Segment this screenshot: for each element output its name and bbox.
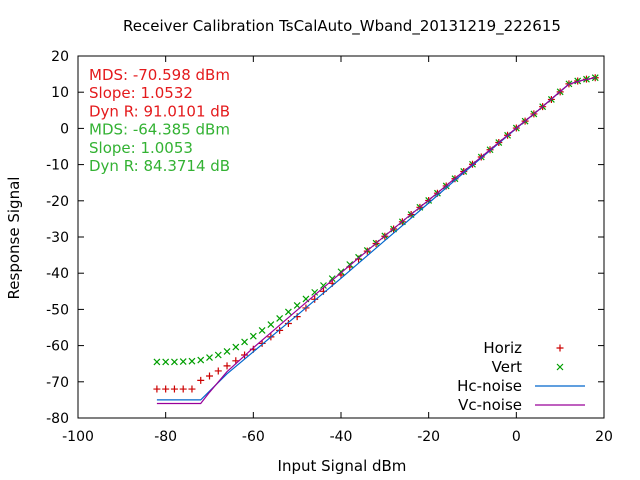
data-point-horiz [214, 367, 222, 375]
data-point-vert [179, 358, 187, 365]
y-tick-label: -40 [46, 266, 69, 282]
legend-label: Hc-noise [457, 377, 522, 395]
data-point-horiz [223, 362, 231, 370]
legend-label: Vc-noise [458, 396, 522, 414]
y-tick-label: -10 [46, 158, 69, 174]
annotation-text: Slope: 1.0532 [89, 84, 193, 102]
legend-marker [556, 363, 564, 371]
data-point-vert [188, 357, 196, 365]
series-layer [153, 74, 599, 405]
annotation-text: Slope: 1.0053 [89, 139, 193, 157]
x-tick-label: -100 [62, 429, 94, 445]
data-point-vert [232, 343, 240, 351]
data-point-vert [320, 282, 327, 289]
data-point-horiz [311, 295, 319, 303]
series-vc-noise [156, 77, 596, 405]
data-point-vert [276, 315, 284, 322]
y-tick-label: -30 [46, 230, 69, 246]
data-point-horiz [170, 385, 178, 393]
data-point-horiz [188, 385, 196, 393]
data-point-vert [267, 321, 275, 329]
data-point-horiz [258, 339, 266, 347]
series-line-vc-noise [156, 77, 596, 405]
data-point-vert [311, 288, 319, 296]
y-tick-label: 10 [51, 85, 69, 101]
data-point-vert [293, 301, 301, 309]
data-point-vert [214, 351, 222, 359]
legend-label: Vert [492, 358, 522, 376]
data-point-vert [249, 332, 257, 340]
data-point-horiz [153, 385, 161, 393]
x-tick-label: 20 [595, 429, 613, 445]
y-tick-label: -50 [46, 302, 69, 318]
y-axis-label: Response Signal [5, 177, 23, 300]
data-point-vert [223, 347, 231, 355]
data-point-horiz [197, 376, 205, 384]
annotation-text: MDS: -70.598 dBm [89, 66, 230, 84]
y-tick-label: -20 [46, 194, 69, 210]
y-tick-label: 0 [60, 121, 69, 137]
axis-ticks: -100 -80 -60 -40 -20 0 20-80-70-60-50-40-30-20… [46, 49, 613, 445]
annotation-text: Dyn R: 91.0101 dB [89, 102, 230, 120]
legend-marker [556, 344, 564, 352]
x-axis-label: Input Signal dBm [278, 457, 407, 475]
data-point-vert [328, 275, 336, 283]
y-tick-label: -80 [46, 411, 69, 427]
x-tick-label: -40 [330, 429, 353, 445]
data-point-horiz [206, 372, 213, 380]
data-point-horiz [179, 385, 187, 393]
data-point-vert [197, 356, 205, 364]
x-tick-label: -20 [417, 429, 440, 445]
chart-title: Receiver Calibration TsCalAuto_Wband_201… [123, 17, 561, 36]
y-tick-label: -60 [46, 339, 69, 355]
annotation-text: Dyn R: 84.3714 dB [89, 157, 230, 175]
x-tick-label: 0 [512, 429, 521, 445]
data-point-vert [258, 326, 266, 334]
data-point-vert [206, 354, 213, 361]
data-point-vert [162, 358, 170, 366]
x-tick-label: -60 [242, 429, 265, 445]
data-point-vert [284, 308, 292, 316]
data-point-vert [241, 338, 248, 346]
x-tick-label: -80 [154, 429, 177, 445]
data-point-vert [171, 358, 178, 366]
y-tick-label: 20 [51, 49, 69, 65]
data-point-vert [591, 74, 599, 82]
annotation-text: MDS: -64.385 dBm [89, 121, 230, 139]
legend-label: Horiz [483, 339, 522, 357]
y-tick-label: -70 [46, 375, 69, 391]
data-point-vert [153, 358, 161, 366]
data-point-horiz [284, 320, 292, 328]
data-point-horiz [162, 385, 170, 393]
